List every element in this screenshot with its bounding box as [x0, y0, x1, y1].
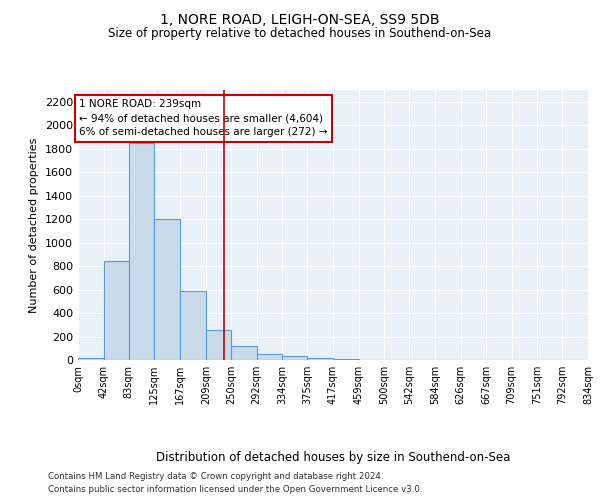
- Bar: [206, 330, 231, 360]
- Bar: [154, 219, 180, 360]
- Text: 1 NORE ROAD: 239sqm
← 94% of detached houses are smaller (4,604)
6% of semi-deta: 1 NORE ROAD: 239sqm ← 94% of detached ho…: [79, 100, 328, 138]
- Bar: [129, 143, 154, 360]
- Bar: [104, 262, 129, 360]
- Y-axis label: Number of detached properties: Number of detached properties: [29, 138, 40, 312]
- Bar: [282, 356, 307, 360]
- Text: Size of property relative to detached houses in Southend-on-Sea: Size of property relative to detached ho…: [109, 28, 491, 40]
- Bar: [78, 358, 104, 360]
- Text: Distribution of detached houses by size in Southend-on-Sea: Distribution of detached houses by size …: [156, 451, 510, 464]
- Bar: [307, 358, 333, 360]
- Text: Contains HM Land Registry data © Crown copyright and database right 2024.: Contains HM Land Registry data © Crown c…: [48, 472, 383, 481]
- Bar: [231, 346, 257, 360]
- Bar: [257, 354, 282, 360]
- Text: Contains public sector information licensed under the Open Government Licence v3: Contains public sector information licen…: [48, 485, 422, 494]
- Bar: [180, 290, 206, 360]
- Bar: [333, 359, 359, 360]
- Text: 1, NORE ROAD, LEIGH-ON-SEA, SS9 5DB: 1, NORE ROAD, LEIGH-ON-SEA, SS9 5DB: [160, 12, 440, 26]
